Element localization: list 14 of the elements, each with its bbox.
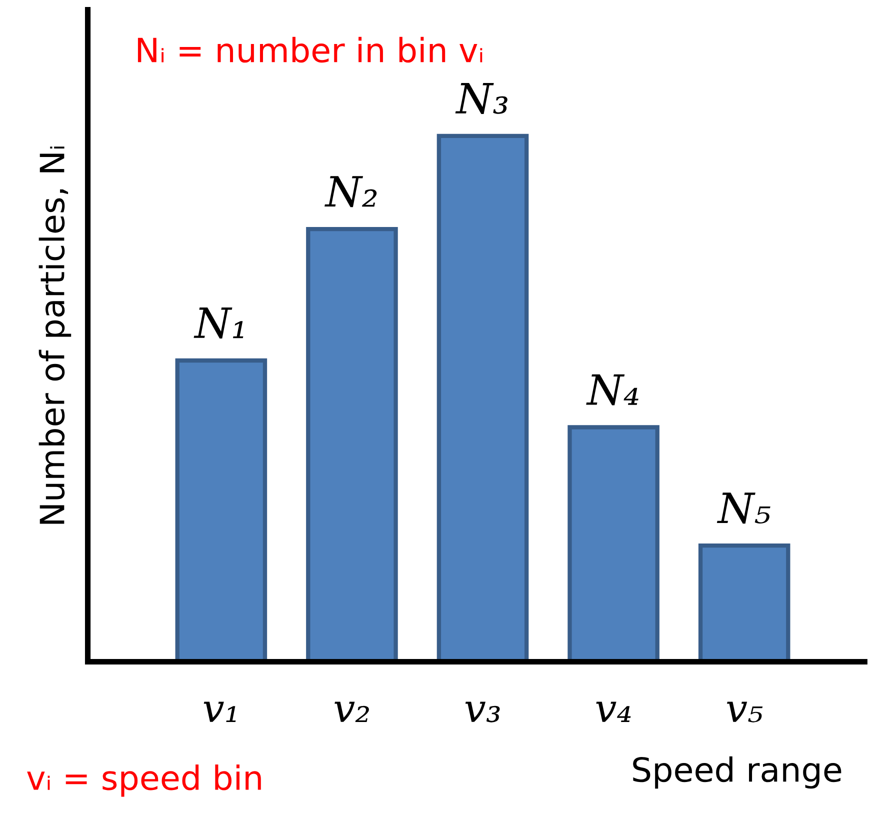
x-tick-label: v₁: [204, 702, 236, 722]
x-tick-label: v₃: [465, 702, 500, 722]
annotation: N₄: [586, 374, 638, 406]
x-tick-label: v₅: [727, 702, 763, 722]
x-tick-label: v₄: [596, 702, 631, 722]
annotation: N₂: [324, 176, 377, 208]
x-tick-label: v₂: [334, 702, 369, 722]
annotation: N₁: [194, 308, 244, 339]
text: Nᵢ = number in bin vᵢ: [138, 36, 482, 63]
annotation: N₅: [716, 492, 770, 524]
y-axis-title: Number of particles, Nᵢ: [38, 146, 72, 524]
x-axis-title: Speed range: [633, 756, 842, 789]
text: vᵢ = speed bin: [27, 764, 261, 797]
annotation: N₃: [455, 83, 508, 114]
